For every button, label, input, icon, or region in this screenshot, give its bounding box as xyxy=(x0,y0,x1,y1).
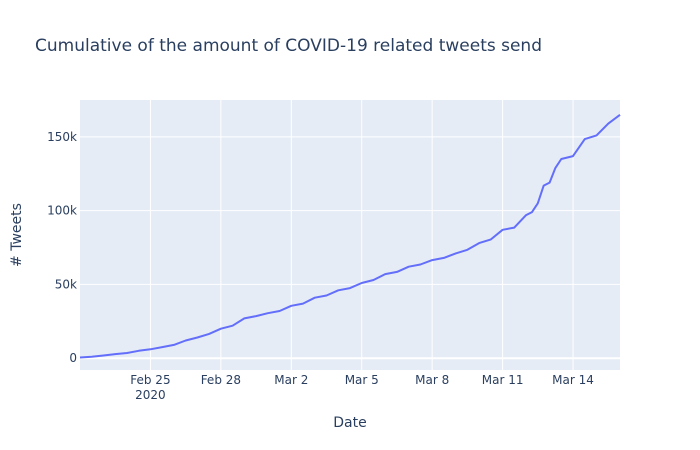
y-tick-label: 150k xyxy=(47,130,77,144)
x-tick-label: Mar 11 xyxy=(482,373,524,387)
chart-title: Cumulative of the amount of COVID-19 rel… xyxy=(35,36,542,56)
y-axis-title: # Tweets xyxy=(9,203,25,267)
y-tick-label: 100k xyxy=(47,204,77,218)
y-tick-label: 50k xyxy=(55,277,77,291)
x-tick-label: Mar 8 xyxy=(415,373,449,387)
plot-background xyxy=(80,100,620,370)
y-gridlines xyxy=(80,136,620,360)
x-gridlines xyxy=(149,100,574,370)
y-tick-label: 0 xyxy=(69,351,77,365)
x-tick-label: Feb 28 xyxy=(201,373,241,387)
x-tick-label: Mar 2 xyxy=(274,373,308,387)
x-tick-label: Mar 5 xyxy=(345,373,379,387)
tweets-series-line xyxy=(79,114,621,359)
x-axis-title: Date xyxy=(333,415,366,431)
x-tick-label: Mar 14 xyxy=(552,373,594,387)
y-axis-ticks: 0 50k 100k 150k xyxy=(47,130,77,365)
x-tick-label: Feb 25 xyxy=(130,373,170,387)
x-tick-year-label: 2020 xyxy=(135,388,166,402)
